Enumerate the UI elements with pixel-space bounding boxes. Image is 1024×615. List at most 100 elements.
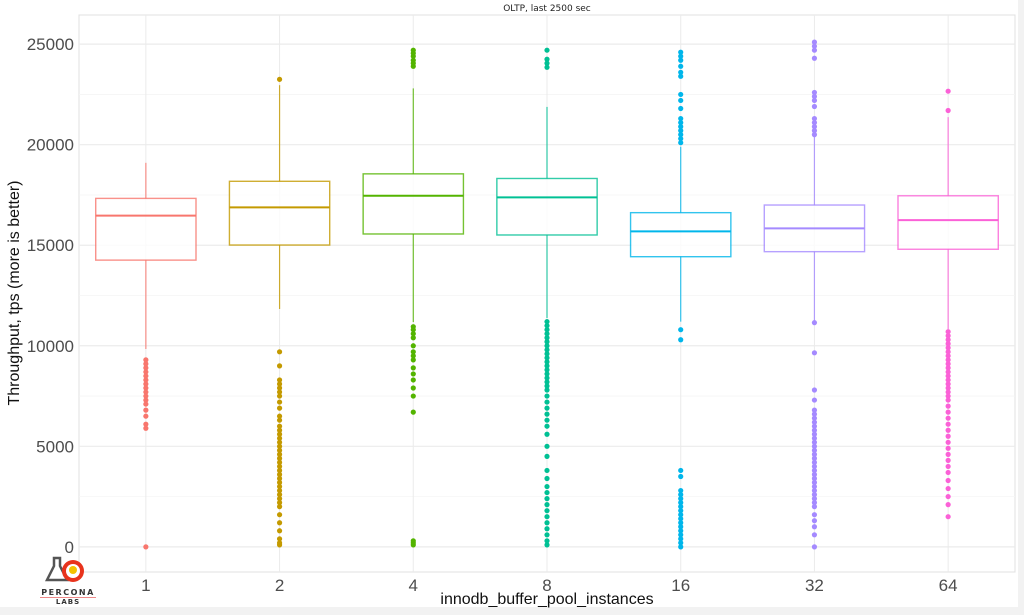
chart-title: OLTP, last 2500 sec	[503, 4, 591, 14]
outlier-point	[945, 88, 951, 94]
outlier-point	[544, 323, 550, 329]
outlier-point	[811, 419, 818, 425]
outlier-point	[544, 502, 550, 508]
outlier-point	[143, 377, 149, 383]
outlier-point	[811, 55, 818, 61]
outlier-point	[678, 516, 684, 522]
outlier-point	[678, 73, 684, 79]
box	[897, 195, 999, 250]
outlier-point	[276, 528, 283, 534]
outlier-point	[410, 365, 416, 371]
outlier-point	[811, 451, 818, 457]
outlier-point	[678, 512, 684, 518]
outlier-point	[410, 357, 416, 363]
outlier-point	[276, 443, 283, 449]
outlier-point	[276, 536, 283, 542]
outlier-point	[945, 357, 951, 363]
outlier-point	[143, 373, 149, 379]
box-8	[496, 47, 598, 548]
outlier-point	[811, 39, 818, 45]
outlier-point	[811, 397, 818, 403]
logo-text-percona: PERCONA	[40, 588, 96, 598]
outlier-point	[678, 496, 684, 502]
outlier-point	[276, 496, 283, 502]
outlier-point	[811, 350, 818, 356]
outlier-point	[276, 520, 283, 526]
outlier-point	[945, 397, 951, 403]
outlier-point	[811, 518, 818, 524]
outlier-point	[678, 49, 684, 55]
outlier-point	[276, 471, 283, 478]
outlier-point	[276, 451, 283, 457]
outlier-point	[276, 467, 283, 474]
outlier-point	[410, 385, 416, 391]
outlier-point	[811, 504, 818, 510]
outlier-point	[945, 345, 951, 351]
outlier-point	[410, 542, 416, 548]
outlier-point	[678, 132, 684, 138]
outlier-point	[945, 377, 951, 383]
x-tick-label: 1	[141, 576, 150, 595]
box-64	[897, 88, 999, 520]
x-axis-label: innodb_buffer_pool_instances	[440, 591, 653, 608]
outlier-point	[544, 542, 550, 548]
outlier-point	[945, 502, 951, 508]
outlier-point	[678, 91, 684, 98]
outlier-point	[143, 407, 149, 413]
outlier-point	[143, 357, 149, 363]
outlier-point	[544, 475, 550, 482]
outlier-point	[143, 544, 149, 550]
outlier-point	[678, 532, 684, 538]
outlier-point	[811, 119, 818, 126]
outlier-point	[410, 371, 416, 377]
outlier-point	[678, 105, 684, 112]
outlier-point	[811, 387, 818, 393]
outlier-point	[678, 124, 684, 130]
outlier-point	[678, 119, 684, 126]
outlier-point	[678, 136, 684, 142]
outlier-point	[811, 459, 818, 466]
outlier-point	[276, 427, 283, 433]
outlier-point	[276, 455, 283, 461]
outlier-point	[945, 337, 951, 343]
outlier-point	[811, 491, 818, 498]
outlier-point	[276, 487, 283, 494]
outlier-point	[945, 381, 951, 387]
outlier-point	[143, 413, 149, 419]
outlier-point	[544, 335, 550, 341]
outlier-point	[276, 459, 283, 466]
outlier-point	[544, 331, 550, 337]
outlier-point	[811, 524, 818, 530]
outlier-point	[276, 463, 283, 470]
outlier-point	[811, 479, 818, 486]
outlier-point	[945, 457, 951, 463]
x-tick-label: 2	[275, 576, 284, 595]
x-tick-label: 8	[542, 576, 551, 595]
outlier-point	[811, 43, 818, 49]
outlier-point	[410, 327, 416, 333]
outlier-point	[811, 439, 818, 445]
outlier-point	[410, 63, 416, 69]
percona-labs-logo: PERCONA LABS	[40, 556, 96, 606]
outlier-point	[678, 473, 684, 480]
box-32	[763, 39, 866, 550]
outlier-point	[678, 487, 684, 494]
outlier-point	[276, 381, 283, 387]
box-1	[95, 162, 197, 550]
outlier-point	[811, 483, 818, 490]
outlier-point	[678, 544, 684, 550]
outlier-point	[143, 385, 149, 391]
outlier-point	[945, 427, 951, 433]
outlier-point	[945, 365, 951, 371]
outlier-point	[544, 387, 550, 393]
outlier-point	[544, 496, 550, 502]
outlier-point	[678, 491, 684, 498]
outlier-point	[544, 399, 550, 405]
outlier-point	[945, 385, 951, 391]
outlier-point	[276, 363, 283, 369]
outlier-point	[276, 447, 283, 453]
outlier-point	[945, 415, 951, 421]
outlier-point	[945, 361, 951, 367]
outlier-point	[276, 413, 283, 419]
